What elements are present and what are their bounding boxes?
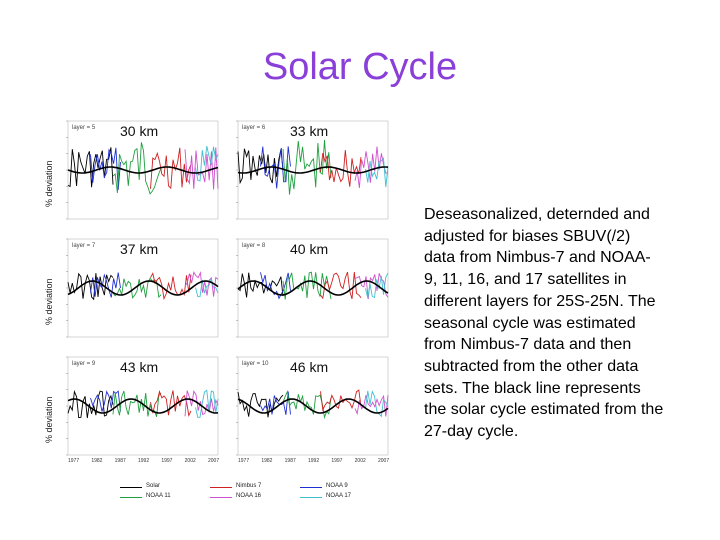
- x-tick-label: 2007: [208, 458, 220, 464]
- panel-plot: [66, 356, 219, 456]
- slide-title: Solar Cycle: [262, 46, 458, 88]
- x-tick-label: 1987: [284, 458, 296, 464]
- series-line: [260, 391, 291, 415]
- series-line: [195, 277, 219, 298]
- legend-label: NOAA 11: [146, 493, 171, 499]
- panel-plot: [66, 238, 219, 338]
- legend-label: NOAA 16: [236, 493, 262, 499]
- series-line: [282, 139, 332, 195]
- series-line: [112, 277, 162, 299]
- y-axis-label-row-3: % deviation: [44, 396, 54, 443]
- altitude-label: 30 km: [118, 123, 161, 139]
- series-line: [67, 147, 114, 188]
- altitude-label: 33 km: [288, 123, 331, 139]
- series-line: [150, 147, 192, 190]
- x-tick-label: 2007: [378, 458, 390, 464]
- series-line: [354, 273, 389, 300]
- solar-cycle-line: [237, 398, 389, 414]
- series-line: [90, 272, 121, 298]
- x-tick-label: 2002: [184, 458, 196, 464]
- series-line: [282, 271, 332, 300]
- chart-panel: layer = 6 33 km: [230, 119, 398, 231]
- legend-swatch: [210, 487, 232, 488]
- panel-plot: [236, 238, 389, 338]
- chart-panel: layer = 9 43 km 1977 1982 1987 1992 1997 2002 20…: [60, 355, 228, 467]
- series-line: [237, 391, 284, 418]
- solar-cycle-line: [237, 280, 389, 296]
- layer-label: layer = 8: [242, 243, 266, 249]
- x-tick-label: 2002: [354, 458, 366, 464]
- series-line: [67, 272, 114, 301]
- description-text: Deseasonalized, deternded and adjusted f…: [424, 206, 664, 441]
- solar-cycle-line: [67, 280, 219, 296]
- layer-label: layer = 10: [242, 361, 269, 367]
- chart-panel: layer = 8 40 km: [230, 237, 398, 349]
- series-line: [365, 272, 389, 299]
- panel-plot: [66, 120, 219, 220]
- series-line: [184, 147, 219, 190]
- series-line: [90, 147, 121, 190]
- x-tick-label: 1997: [161, 458, 173, 464]
- x-tick-label: 1997: [331, 458, 343, 464]
- y-axis-label-row-1: % deviation: [44, 160, 54, 207]
- x-tick-label: 1977: [68, 458, 80, 464]
- legend-label: NOAA 9: [326, 483, 348, 489]
- altitude-label: 43 km: [118, 359, 161, 375]
- series-line: [195, 389, 219, 418]
- chart-panel: layer = 7 37 km: [60, 237, 228, 349]
- legend-swatch: [300, 497, 322, 498]
- chart-panel: layer = 10 46 km 1977 1982 1987 1992 1997 2002 2…: [230, 355, 398, 467]
- x-tick-label: 1992: [308, 458, 320, 464]
- legend-swatch: [300, 487, 322, 488]
- legend-swatch: [120, 497, 142, 498]
- layer-label: layer = 5: [72, 125, 96, 131]
- altitude-label: 37 km: [118, 241, 161, 257]
- series-line: [90, 390, 121, 412]
- solar-cycle-line: [237, 166, 389, 174]
- series-line: [320, 271, 362, 300]
- legend-swatch: [120, 487, 142, 488]
- legend-swatch: [210, 497, 232, 498]
- x-tick-label: 1982: [91, 458, 103, 464]
- legend-label: NOAA 17: [326, 493, 352, 499]
- x-tick-label: 1977: [238, 458, 250, 464]
- panel-plot: [236, 120, 389, 220]
- series-line: [150, 390, 192, 417]
- solar-cycle-figure: % deviation % deviation % deviation laye…: [42, 115, 408, 507]
- series-line: [365, 157, 389, 188]
- x-tick-label: 1982: [261, 458, 273, 464]
- series-line: [67, 389, 114, 419]
- panel-plot: [236, 356, 389, 456]
- legend-label: Nimbus 7: [236, 483, 262, 489]
- series-line: [112, 142, 162, 195]
- x-tick-label: 1992: [138, 458, 150, 464]
- legend-label: Solar: [146, 483, 161, 489]
- altitude-label: 46 km: [288, 359, 331, 375]
- figure-legend: Solar Nimbus 7 NOAA 9 NOAA 11 NOAA 16 NO…: [120, 481, 400, 507]
- solar-cycle-line: [67, 166, 219, 174]
- chart-panel: layer = 5 30 km: [60, 119, 228, 231]
- layer-label: layer = 6: [242, 125, 266, 131]
- altitude-label: 40 km: [288, 241, 331, 257]
- x-tick-label: 1987: [114, 458, 126, 464]
- series-line: [365, 390, 389, 418]
- series-line: [150, 272, 192, 301]
- layer-label: layer = 7: [72, 243, 96, 249]
- layer-label: layer = 9: [72, 361, 96, 367]
- y-axis-label-row-2: % deviation: [44, 278, 54, 325]
- solar-cycle-line: [67, 398, 219, 414]
- series-line: [195, 146, 219, 182]
